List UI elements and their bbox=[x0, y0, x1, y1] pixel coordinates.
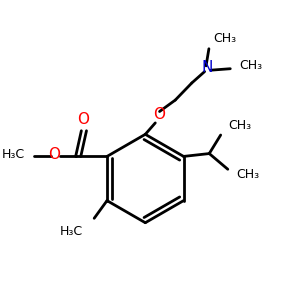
Text: H₃C: H₃C bbox=[2, 148, 25, 161]
Text: CH₃: CH₃ bbox=[228, 119, 251, 132]
Text: CH₃: CH₃ bbox=[213, 32, 236, 45]
Text: O: O bbox=[153, 107, 165, 122]
Text: H₃C: H₃C bbox=[60, 226, 83, 238]
Text: CH₃: CH₃ bbox=[239, 59, 262, 72]
Text: O: O bbox=[48, 148, 60, 163]
Text: N: N bbox=[202, 60, 213, 75]
Text: O: O bbox=[77, 112, 89, 128]
Text: CH₃: CH₃ bbox=[236, 169, 259, 182]
